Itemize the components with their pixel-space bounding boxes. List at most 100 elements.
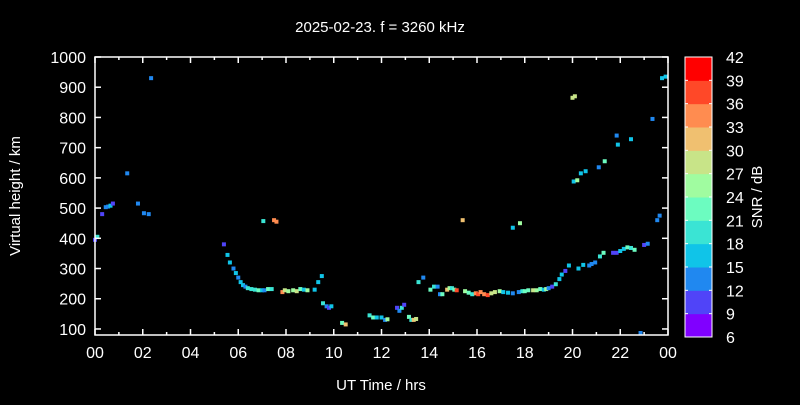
data-point	[321, 301, 326, 306]
data-point	[482, 292, 487, 297]
x-tick-label: 00	[86, 345, 104, 362]
data-point	[233, 271, 238, 276]
data-point	[108, 203, 113, 208]
data-point	[294, 289, 299, 294]
data-point	[435, 284, 440, 289]
data-point	[262, 288, 267, 293]
y-tick-label: 700	[59, 141, 86, 158]
data-point	[663, 74, 668, 79]
colorbar-tick-label: 27	[726, 167, 744, 184]
data-point	[587, 263, 592, 268]
data-point	[395, 305, 400, 310]
colorbar-bin	[685, 243, 712, 268]
data-point	[615, 142, 620, 147]
data-point	[406, 314, 411, 319]
data-point	[621, 246, 626, 251]
data-point	[510, 225, 515, 230]
data-point	[575, 178, 580, 183]
x-tick-label: 08	[277, 345, 295, 362]
data-point	[266, 287, 271, 292]
y-tick-label: 400	[59, 231, 86, 248]
chart-title: 2025-02-23. f = 3260 kHz	[295, 19, 465, 36]
colorbar-tick-label: 15	[726, 260, 744, 277]
data-points	[93, 74, 668, 335]
data-point	[379, 315, 384, 320]
plot-frame	[94, 56, 669, 336]
colorbar: 6 9 12 15 18 21 24 27 30 33 36 39 42	[684, 50, 744, 347]
colorbar-tick-label: 12	[726, 283, 744, 300]
data-point	[614, 133, 619, 138]
data-point	[476, 292, 481, 297]
data-point	[298, 287, 303, 292]
data-point	[489, 291, 494, 296]
data-point	[291, 288, 296, 293]
colorbar-bin	[685, 290, 712, 315]
data-point	[447, 286, 452, 291]
colorbar-bin	[685, 197, 712, 221]
data-point	[305, 288, 310, 293]
data-point	[559, 272, 564, 277]
data-point	[463, 289, 468, 294]
data-point	[614, 250, 619, 255]
data-point	[221, 242, 226, 247]
data-point	[485, 293, 490, 298]
data-point	[660, 76, 665, 81]
data-point	[252, 287, 257, 292]
data-point	[416, 280, 421, 285]
data-point	[383, 317, 388, 322]
colorbar-tick-label: 42	[726, 50, 744, 67]
x-tick-label: 06	[229, 345, 247, 362]
data-point	[282, 288, 287, 293]
data-point	[571, 179, 576, 184]
data-point	[657, 213, 662, 218]
data-point	[399, 305, 404, 310]
data-point	[421, 275, 426, 280]
data-point	[520, 289, 525, 294]
data-point	[578, 171, 583, 176]
data-point	[243, 284, 248, 289]
data-point	[628, 245, 633, 250]
data-point	[466, 290, 471, 295]
data-point	[618, 248, 623, 253]
colorbar-tick-label: 36	[726, 97, 744, 114]
data-point	[460, 218, 465, 223]
data-point	[544, 287, 549, 292]
data-point	[449, 286, 454, 291]
data-point	[625, 245, 630, 250]
data-point	[340, 320, 345, 325]
y-tick-label: 900	[59, 80, 86, 97]
data-point	[492, 290, 497, 295]
x-tick-label: 16	[468, 345, 486, 362]
colorbar-label: SNR / dB	[749, 166, 766, 229]
data-point	[241, 283, 246, 288]
data-point	[125, 171, 130, 176]
data-point	[106, 204, 111, 209]
colorbar-tick-label: 39	[726, 73, 744, 90]
data-point	[231, 266, 236, 271]
data-point	[628, 137, 633, 142]
data-point	[501, 290, 506, 295]
colorbar-tick-label: 21	[726, 213, 744, 230]
data-point	[371, 315, 376, 320]
data-point	[272, 218, 277, 223]
data-point	[566, 263, 571, 268]
data-point	[497, 289, 502, 294]
data-point	[546, 286, 551, 291]
data-point	[510, 291, 515, 296]
x-tick-label: 00	[659, 345, 677, 362]
colorbar-bin	[685, 80, 712, 105]
data-point	[343, 322, 348, 327]
x-tick-label: 04	[182, 345, 200, 362]
data-point	[100, 212, 105, 217]
data-point	[261, 219, 266, 224]
colorbar-tick-label: 24	[726, 190, 744, 207]
data-point	[602, 159, 607, 164]
data-point	[103, 205, 108, 210]
data-point	[557, 277, 562, 282]
data-point	[409, 317, 414, 322]
data-point	[583, 169, 588, 174]
data-point	[135, 201, 140, 206]
data-point	[225, 252, 230, 257]
data-point	[329, 304, 334, 309]
data-point	[563, 268, 568, 273]
